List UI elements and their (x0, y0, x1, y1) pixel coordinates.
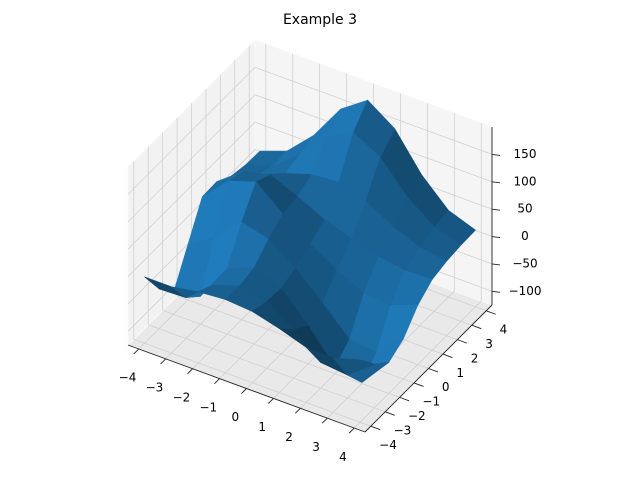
tick-mark (491, 153, 501, 156)
tick-mark (471, 324, 482, 330)
x-tick-label: −4 (119, 371, 137, 385)
tick-mark (413, 382, 424, 387)
tick-mark (241, 388, 247, 394)
grid-line (148, 324, 386, 413)
y-tick-label: −2 (408, 409, 426, 423)
grid-line (127, 67, 256, 195)
tick-mark (214, 378, 220, 385)
y-tick-label: 0 (442, 380, 450, 394)
x-tick-label: 2 (285, 430, 293, 444)
y-tick-label: −4 (379, 438, 397, 452)
y-tick-label: 4 (500, 322, 508, 336)
x-tick-label: 3 (312, 440, 320, 454)
tick-mark (187, 368, 193, 375)
tick-mark (491, 208, 501, 211)
x-tick-label: −2 (173, 390, 191, 404)
tick-mark (486, 310, 496, 315)
tick-mark (370, 425, 381, 431)
y-tick-label: 2 (471, 351, 479, 365)
tick-mark (399, 396, 410, 402)
grid-line (127, 94, 256, 223)
tick-mark (133, 348, 140, 355)
z-tick-label: 0 (521, 229, 529, 243)
tick-mark (428, 368, 439, 373)
z-tick-label: 50 (517, 202, 532, 216)
surface-patch (332, 357, 375, 376)
tick-mark (491, 290, 501, 293)
tick-mark (321, 417, 328, 424)
tick-mark (442, 353, 453, 358)
y-tick-label: −3 (394, 424, 412, 438)
tick-mark (160, 358, 167, 365)
y-tick-label: 3 (485, 337, 493, 351)
grid-line (133, 338, 371, 427)
tick-mark (294, 407, 301, 414)
z-tick-label: −100 (509, 284, 542, 298)
grid-line (127, 149, 256, 277)
x-tick-label: −3 (146, 381, 164, 395)
y-tick-label: −1 (422, 395, 440, 409)
tick-mark (491, 263, 501, 266)
z-tick-label: 100 (514, 174, 537, 188)
x-tick-label: −1 (199, 400, 217, 414)
z-tick-label: −50 (512, 256, 537, 270)
grid-line (127, 121, 256, 250)
tick-mark (348, 427, 355, 434)
y-tick-label: 1 (456, 366, 464, 380)
x-tick-label: 4 (339, 450, 347, 464)
tick-mark (491, 181, 501, 184)
tick-mark (268, 398, 274, 404)
x-tick-label: 1 (258, 420, 266, 434)
x-tick-label: 0 (231, 410, 239, 424)
z-tick-label: 150 (514, 147, 537, 161)
tick-mark (457, 339, 467, 344)
grid-line (162, 309, 400, 398)
tick-mark (491, 236, 501, 238)
chart-title: Example 3 (283, 12, 357, 28)
tick-mark (385, 411, 395, 416)
